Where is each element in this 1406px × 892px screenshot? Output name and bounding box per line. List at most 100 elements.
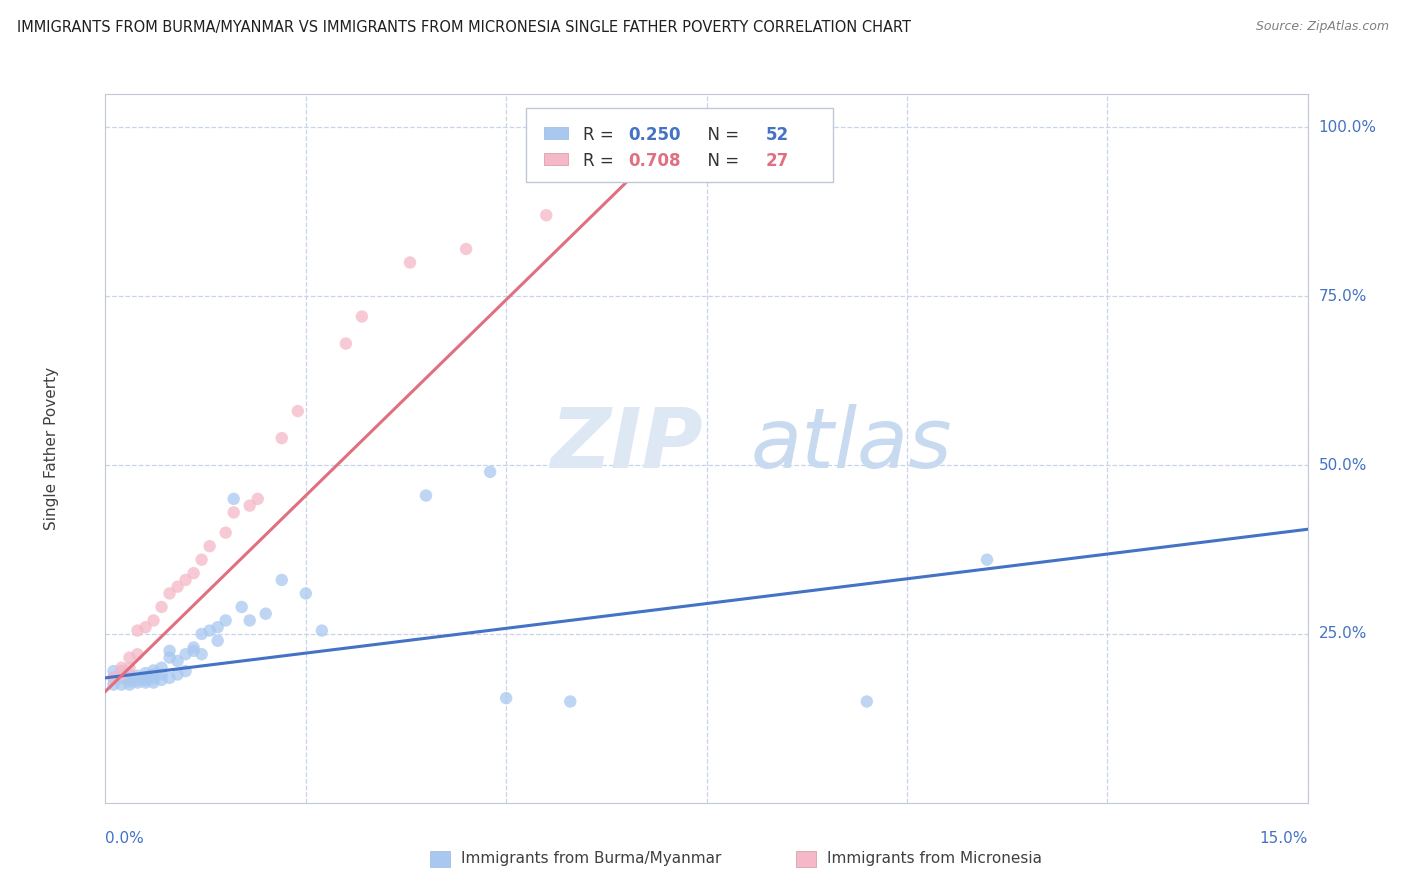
Point: [110, 661, 132, 675]
Point: [183, 644, 205, 658]
Point: [103, 671, 125, 685]
Point: [350, 310, 373, 324]
Point: [254, 607, 277, 621]
Point: [135, 673, 157, 687]
Point: [110, 678, 132, 692]
Point: [214, 525, 236, 540]
Text: 27: 27: [765, 152, 789, 170]
Point: [118, 671, 141, 685]
Text: ZIP: ZIP: [550, 404, 703, 485]
Point: [183, 640, 205, 655]
Point: [311, 624, 333, 638]
Point: [159, 650, 181, 665]
Point: [207, 620, 229, 634]
Point: [135, 670, 157, 684]
Point: [150, 673, 173, 687]
Text: 0.708: 0.708: [628, 152, 681, 170]
Point: [142, 664, 165, 678]
FancyBboxPatch shape: [526, 108, 832, 182]
Point: [159, 586, 181, 600]
Point: [118, 661, 141, 675]
Text: 15.0%: 15.0%: [1260, 830, 1308, 846]
FancyBboxPatch shape: [430, 851, 450, 867]
Point: [287, 404, 309, 418]
Text: 50.0%: 50.0%: [1319, 458, 1367, 473]
Point: [174, 664, 197, 678]
Text: R =: R =: [582, 127, 619, 145]
Point: [127, 624, 149, 638]
Point: [270, 573, 292, 587]
Text: Source: ZipAtlas.com: Source: ZipAtlas.com: [1256, 20, 1389, 33]
Point: [198, 539, 221, 553]
Point: [207, 633, 229, 648]
Point: [142, 614, 165, 628]
Point: [495, 691, 517, 706]
Text: 75.0%: 75.0%: [1319, 289, 1367, 304]
Point: [110, 671, 132, 685]
Point: [183, 566, 205, 581]
Point: [231, 599, 253, 614]
Point: [270, 431, 292, 445]
Point: [239, 499, 262, 513]
Point: [135, 675, 157, 690]
Point: [855, 694, 877, 708]
Point: [142, 672, 165, 686]
Point: [454, 242, 477, 256]
Point: [166, 667, 188, 681]
Text: 0.0%: 0.0%: [105, 830, 145, 846]
Point: [103, 678, 125, 692]
Point: [415, 489, 437, 503]
Point: [190, 627, 212, 641]
Point: [103, 664, 125, 678]
Text: atlas: atlas: [751, 404, 953, 485]
Text: IMMIGRANTS FROM BURMA/MYANMAR VS IMMIGRANTS FROM MICRONESIA SINGLE FATHER POVERT: IMMIGRANTS FROM BURMA/MYANMAR VS IMMIGRA…: [17, 20, 911, 35]
Text: Immigrants from Burma/Myanmar: Immigrants from Burma/Myanmar: [461, 851, 721, 865]
Text: Immigrants from Micronesia: Immigrants from Micronesia: [827, 851, 1042, 865]
Point: [222, 505, 245, 519]
Point: [246, 491, 269, 506]
Point: [976, 552, 998, 566]
Point: [534, 208, 557, 222]
Point: [127, 669, 149, 683]
Text: N =: N =: [697, 152, 744, 170]
Point: [174, 647, 197, 661]
Point: [190, 647, 212, 661]
Text: R =: R =: [582, 152, 619, 170]
Text: 0.250: 0.250: [628, 127, 681, 145]
Point: [159, 671, 181, 685]
Point: [135, 666, 157, 681]
Point: [399, 255, 422, 269]
FancyBboxPatch shape: [544, 127, 568, 139]
Point: [110, 667, 132, 681]
Point: [150, 667, 173, 681]
Text: 25.0%: 25.0%: [1319, 626, 1367, 641]
Point: [239, 614, 262, 628]
Point: [142, 675, 165, 690]
Text: Single Father Poverty: Single Father Poverty: [44, 367, 59, 530]
Point: [118, 667, 141, 681]
Text: N =: N =: [697, 127, 744, 145]
Point: [198, 624, 221, 638]
Point: [335, 336, 357, 351]
Point: [127, 673, 149, 687]
Point: [110, 664, 132, 678]
FancyBboxPatch shape: [796, 851, 815, 867]
Point: [295, 586, 318, 600]
Text: 52: 52: [765, 127, 789, 145]
Point: [118, 674, 141, 689]
Point: [118, 678, 141, 692]
Point: [103, 671, 125, 685]
Text: 100.0%: 100.0%: [1319, 120, 1376, 135]
Point: [560, 694, 582, 708]
Point: [135, 620, 157, 634]
Point: [174, 573, 197, 587]
Point: [222, 491, 245, 506]
Point: [118, 650, 141, 665]
Point: [214, 614, 236, 628]
Point: [142, 667, 165, 681]
FancyBboxPatch shape: [544, 153, 568, 165]
Point: [150, 599, 173, 614]
Point: [127, 647, 149, 661]
Point: [150, 661, 173, 675]
Point: [166, 580, 188, 594]
